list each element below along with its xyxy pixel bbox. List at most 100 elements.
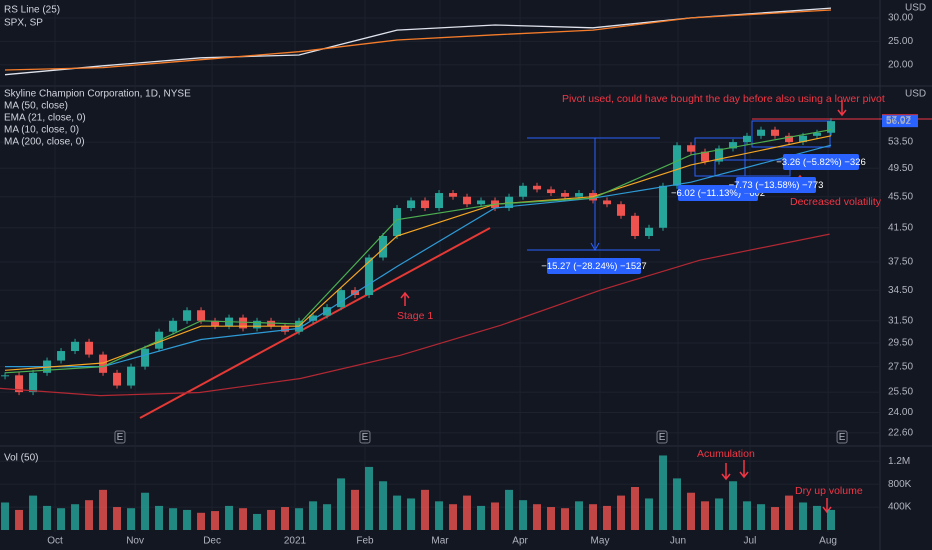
candle-body xyxy=(785,135,794,143)
candle-body xyxy=(85,341,94,355)
candle-body xyxy=(701,151,710,162)
y-tick-label: 29.50 xyxy=(888,338,913,349)
candle-body xyxy=(169,320,178,332)
candle-body xyxy=(659,185,668,228)
volume-bar xyxy=(729,481,738,530)
candle-body xyxy=(757,129,766,136)
candle-body xyxy=(393,208,402,237)
arrow xyxy=(721,463,731,481)
volume-bar xyxy=(617,495,626,530)
volume-bar xyxy=(701,501,710,530)
candle-body xyxy=(71,341,80,352)
volume-bar xyxy=(211,511,220,530)
candle-body xyxy=(1,375,10,377)
candle-body xyxy=(365,257,374,296)
y-tick-label: 34.50 xyxy=(888,285,913,296)
measure-label: −7.73 (−13.58%) −773 xyxy=(729,180,824,191)
earnings-marker xyxy=(114,430,126,444)
y-tick-label: 800K xyxy=(888,479,912,490)
y-tick-label: 22.60 xyxy=(888,427,913,438)
candle-body xyxy=(799,135,808,143)
x-tick-label: Apr xyxy=(512,536,528,547)
y-tick-label: 24.00 xyxy=(888,407,913,418)
indicator-legend: MA (50, close) xyxy=(4,101,68,112)
candle-body xyxy=(281,326,290,332)
volume-bar xyxy=(183,509,192,530)
candle-body xyxy=(407,200,416,209)
measure-label: −6.02 (−11.13%) −602 xyxy=(671,188,765,199)
volume-bar xyxy=(827,509,836,530)
candle-body xyxy=(715,148,724,162)
indicator-legend: EMA (21, close, 0) xyxy=(4,113,86,124)
x-tick-label: Feb xyxy=(356,536,374,547)
candle-body xyxy=(309,315,318,321)
candle-body xyxy=(463,196,472,205)
volume-bar xyxy=(505,489,514,530)
candle-body xyxy=(645,227,654,237)
symbol-title: Skyline Champion Corporation, 1D, NYSE xyxy=(4,89,191,100)
candle-body xyxy=(771,129,780,136)
volume-bar xyxy=(407,498,416,530)
earnings-marker xyxy=(836,430,848,444)
y-tick-label: 41.50 xyxy=(888,222,913,233)
volume-bar xyxy=(85,500,94,530)
candle-body xyxy=(533,185,542,190)
volume-bar xyxy=(15,509,24,530)
indicator-line xyxy=(4,135,832,371)
arrow xyxy=(822,498,832,514)
x-tick-label: Nov xyxy=(126,536,144,547)
volume-bar xyxy=(351,489,360,530)
candle-body xyxy=(253,320,262,329)
volume-bar xyxy=(673,478,682,530)
volume-bar xyxy=(575,501,584,530)
volume-bar xyxy=(309,501,318,530)
measure-label-box xyxy=(736,177,816,193)
indicator-legend: MA (10, close, 0) xyxy=(4,125,79,136)
volume-bar xyxy=(239,508,248,530)
y-tick-label: 53.50 xyxy=(888,137,913,148)
volume-bar xyxy=(687,492,696,530)
volume-bar xyxy=(561,508,570,530)
candle-body xyxy=(575,193,584,197)
candle-body xyxy=(729,142,738,149)
currency: USD xyxy=(905,3,926,14)
candle-body xyxy=(435,193,444,209)
x-tick-label: 2021 xyxy=(284,536,307,547)
legend-entry: RS Line (25) xyxy=(4,5,60,16)
candle-body xyxy=(449,193,458,197)
y-tick-label: 25.00 xyxy=(888,36,913,47)
candle-body xyxy=(603,200,612,205)
volume-bar xyxy=(99,489,108,530)
volume-bar xyxy=(337,478,346,530)
price-tag xyxy=(882,115,918,128)
volume-bar xyxy=(155,505,164,530)
annotation: Dry up volume xyxy=(795,485,863,497)
volume-bar xyxy=(589,504,598,530)
annotation: Pivot used, could have bought the day be… xyxy=(562,93,885,105)
arrow xyxy=(739,460,749,479)
candle-body xyxy=(183,310,192,321)
volume-bar xyxy=(477,505,486,530)
volume-bar xyxy=(379,481,388,530)
candle-body xyxy=(421,200,430,209)
volume-bar xyxy=(463,495,472,530)
candle-body xyxy=(197,310,206,321)
candle-body xyxy=(547,189,556,194)
volume-bar xyxy=(29,495,38,530)
y-tick-label: 1.2M xyxy=(888,456,910,467)
volume-bar xyxy=(169,508,178,530)
indicator-line xyxy=(4,9,832,71)
y-tick-label: 37.50 xyxy=(888,257,913,268)
arrow xyxy=(400,291,410,306)
volume-bar xyxy=(1,502,10,530)
candle-body xyxy=(827,121,836,133)
volume-bar xyxy=(659,455,668,530)
y-tick-label: 30.00 xyxy=(888,13,913,24)
volume-bar xyxy=(757,504,766,530)
volume-bar xyxy=(43,505,52,530)
candle-body xyxy=(505,196,514,209)
measure-label-box xyxy=(783,154,859,170)
x-tick-label: Dec xyxy=(203,536,221,547)
